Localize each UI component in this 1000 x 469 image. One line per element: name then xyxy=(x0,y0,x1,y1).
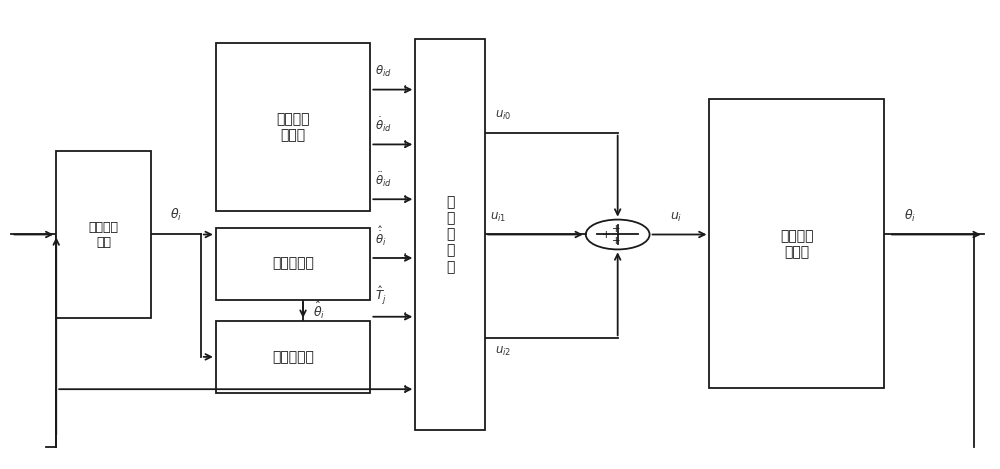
Text: $\hat{\dot{\theta}}_i$: $\hat{\dot{\theta}}_i$ xyxy=(375,224,387,248)
Text: 系统动力
学模型: 系统动力 学模型 xyxy=(780,229,813,259)
Bar xyxy=(216,43,370,211)
Bar xyxy=(415,38,485,431)
Text: +: + xyxy=(400,310,410,323)
Text: 期望动力
学信息: 期望动力 学信息 xyxy=(276,112,310,143)
Text: +: + xyxy=(400,193,410,206)
Text: 增量式编
码器: 增量式编 码器 xyxy=(89,220,119,249)
Text: $u_{i1}$: $u_{i1}$ xyxy=(490,211,506,224)
Text: $\theta_{id}$: $\theta_{id}$ xyxy=(375,64,392,79)
Text: $\dot{\theta}_{id}$: $\dot{\theta}_{id}$ xyxy=(375,116,392,134)
Bar xyxy=(216,227,370,300)
Text: $\hat{\theta}_i$: $\hat{\theta}_i$ xyxy=(313,300,325,321)
Text: +: + xyxy=(400,138,410,151)
Text: $\theta_i$: $\theta_i$ xyxy=(904,208,916,224)
Text: 分
散
控
制
器: 分 散 控 制 器 xyxy=(446,195,454,274)
Bar xyxy=(56,151,151,318)
Text: +: + xyxy=(400,383,410,396)
Text: 速度观测器: 速度观测器 xyxy=(272,257,314,271)
Text: $u_i$: $u_i$ xyxy=(670,211,682,224)
Bar xyxy=(709,99,884,388)
Text: $u_{i0}$: $u_{i0}$ xyxy=(495,109,511,122)
Bar xyxy=(216,321,370,393)
Text: $\hat{T}_j$: $\hat{T}_j$ xyxy=(375,285,387,306)
Text: $\ddot{\theta}_{id}$: $\ddot{\theta}_{id}$ xyxy=(375,170,392,189)
Text: +: + xyxy=(602,230,611,240)
Text: +: + xyxy=(612,224,620,234)
Text: +: + xyxy=(400,251,410,265)
Text: +: + xyxy=(400,83,410,96)
Text: +: + xyxy=(612,236,620,246)
Text: $\theta_i$: $\theta_i$ xyxy=(170,207,182,223)
Text: 力矩观测器: 力矩观测器 xyxy=(272,350,314,364)
Text: $u_{i2}$: $u_{i2}$ xyxy=(495,345,511,358)
